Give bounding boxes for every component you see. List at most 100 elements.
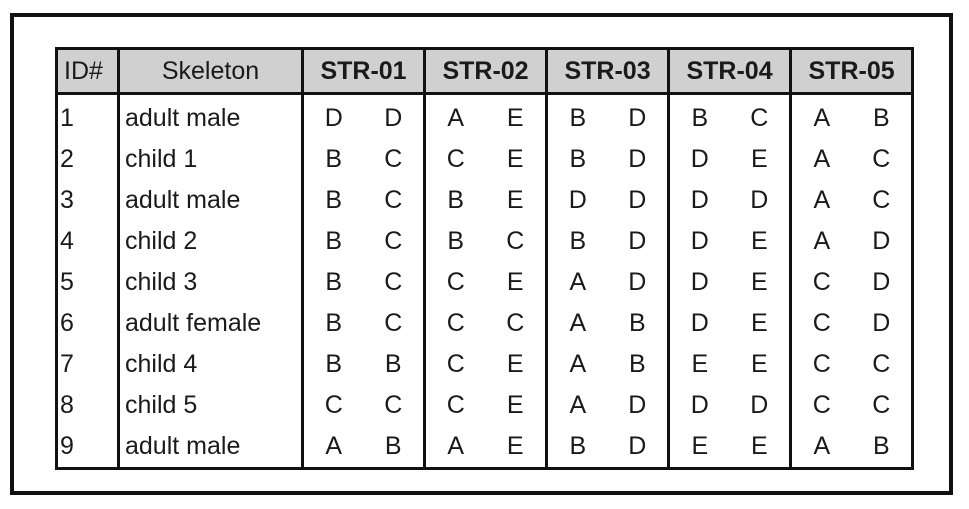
allele-cell-str-03-1: B xyxy=(545,426,608,470)
allele-cell-str-04-1: D xyxy=(667,180,730,221)
allele-cell-str-02-1: A xyxy=(423,93,486,139)
allele-cell-str-05-1: C xyxy=(789,385,852,426)
allele-cell-str-02-1: B xyxy=(423,221,486,262)
header-str-05: STR-05 xyxy=(789,47,915,95)
allele-cell-str-01-1: A xyxy=(301,426,364,470)
allele-cell-str-02-1: C xyxy=(423,262,486,303)
allele-cell-str-03-2: D xyxy=(607,139,671,180)
allele-cell-str-02-2: E xyxy=(485,139,549,180)
allele-cell-str-04-1: D xyxy=(667,303,730,344)
allele-cell-str-02-1: C xyxy=(423,344,486,385)
allele-cell-str-04-2: E xyxy=(729,426,793,470)
allele-cell-str-04-1: E xyxy=(667,344,730,385)
allele-cell-str-04-2: D xyxy=(729,385,793,426)
table-row: 9 adult male A B A E B D E E A B xyxy=(55,426,915,470)
allele-cell-str-03-2: B xyxy=(607,303,671,344)
allele-cell-str-02-2: C xyxy=(485,303,549,344)
allele-cell-str-03-1: A xyxy=(545,262,608,303)
allele-cell-str-02-2: E xyxy=(485,93,549,139)
allele-cell-str-03-1: B xyxy=(545,139,608,180)
id-cell: 6 xyxy=(55,303,120,344)
table-header: ID# Skeleton STR-01 STR-02 STR-03 STR-04… xyxy=(55,47,915,95)
table-row: 1 adult male D D A E B D B C A B xyxy=(55,93,915,139)
allele-cell-str-05-1: C xyxy=(789,344,852,385)
allele-cell-str-03-2: D xyxy=(607,221,671,262)
allele-cell-str-04-1: D xyxy=(667,262,730,303)
allele-cell-str-04-2: E xyxy=(729,303,793,344)
allele-cell-str-04-2: E xyxy=(729,262,793,303)
id-cell: 7 xyxy=(55,344,120,385)
allele-cell-str-01-1: B xyxy=(301,221,364,262)
skeleton-cell: child 2 xyxy=(117,221,304,262)
allele-cell-str-03-2: D xyxy=(607,385,671,426)
allele-cell-str-01-2: C xyxy=(363,385,427,426)
header-str-01: STR-01 xyxy=(300,47,427,95)
header-str-03: STR-03 xyxy=(545,47,671,95)
allele-cell-str-02-2: E xyxy=(485,180,549,221)
allele-cell-str-01-2: D xyxy=(363,93,427,139)
allele-cell-str-01-2: C xyxy=(363,262,427,303)
allele-cell-str-02-1: B xyxy=(423,180,486,221)
id-cell: 8 xyxy=(55,385,120,426)
id-cell: 3 xyxy=(55,180,120,221)
allele-cell-str-03-1: A xyxy=(545,385,608,426)
skeleton-cell: child 4 xyxy=(117,344,304,385)
id-cell: 9 xyxy=(55,426,120,470)
allele-cell-str-05-2: B xyxy=(851,426,915,470)
allele-cell-str-05-2: D xyxy=(851,221,915,262)
id-cell: 5 xyxy=(55,262,120,303)
allele-cell-str-01-2: C xyxy=(363,303,427,344)
header-str-04: STR-04 xyxy=(667,47,793,95)
skeleton-cell: adult male xyxy=(117,93,304,139)
allele-cell-str-04-2: C xyxy=(729,93,793,139)
allele-cell-str-03-2: D xyxy=(607,180,671,221)
allele-cell-str-04-1: B xyxy=(667,93,730,139)
allele-cell-str-05-1: A xyxy=(789,180,852,221)
allele-cell-str-02-2: E xyxy=(485,426,549,470)
allele-cell-str-01-2: C xyxy=(363,221,427,262)
allele-cell-str-05-1: C xyxy=(789,303,852,344)
allele-cell-str-05-1: A xyxy=(789,93,852,139)
skeleton-cell: child 1 xyxy=(117,139,304,180)
header-skeleton: Skeleton xyxy=(117,47,304,95)
allele-cell-str-01-2: B xyxy=(363,426,427,470)
header-id: ID# xyxy=(55,47,120,95)
allele-cell-str-05-2: D xyxy=(851,303,915,344)
header-str-02: STR-02 xyxy=(423,47,549,95)
allele-cell-str-04-2: E xyxy=(729,221,793,262)
allele-cell-str-05-1: A xyxy=(789,139,852,180)
allele-cell-str-01-1: B xyxy=(301,262,364,303)
allele-cell-str-02-1: C xyxy=(423,385,486,426)
str-genotype-table: ID# Skeleton STR-01 STR-02 STR-03 STR-04… xyxy=(55,47,915,470)
allele-cell-str-04-1: D xyxy=(667,139,730,180)
allele-cell-str-05-2: C xyxy=(851,385,915,426)
allele-cell-str-03-2: D xyxy=(607,262,671,303)
allele-cell-str-03-2: B xyxy=(607,344,671,385)
allele-cell-str-01-1: C xyxy=(301,385,364,426)
allele-cell-str-02-2: E xyxy=(485,385,549,426)
allele-cell-str-01-1: B xyxy=(301,180,364,221)
id-cell: 1 xyxy=(55,93,120,139)
table-row: 6 adult female B C C C A B D E C D xyxy=(55,303,915,344)
allele-cell-str-05-1: C xyxy=(789,262,852,303)
skeleton-cell: child 5 xyxy=(117,385,304,426)
id-cell: 4 xyxy=(55,221,120,262)
allele-cell-str-02-2: C xyxy=(485,221,549,262)
allele-cell-str-05-1: A xyxy=(789,426,852,470)
skeleton-cell: child 3 xyxy=(117,262,304,303)
allele-cell-str-01-2: C xyxy=(363,180,427,221)
allele-cell-str-01-1: B xyxy=(301,303,364,344)
allele-cell-str-02-2: E xyxy=(485,344,549,385)
id-cell: 2 xyxy=(55,139,120,180)
allele-cell-str-05-2: C xyxy=(851,180,915,221)
allele-cell-str-02-1: A xyxy=(423,426,486,470)
allele-cell-str-03-1: B xyxy=(545,221,608,262)
allele-cell-str-01-1: B xyxy=(301,344,364,385)
allele-cell-str-01-2: B xyxy=(363,344,427,385)
